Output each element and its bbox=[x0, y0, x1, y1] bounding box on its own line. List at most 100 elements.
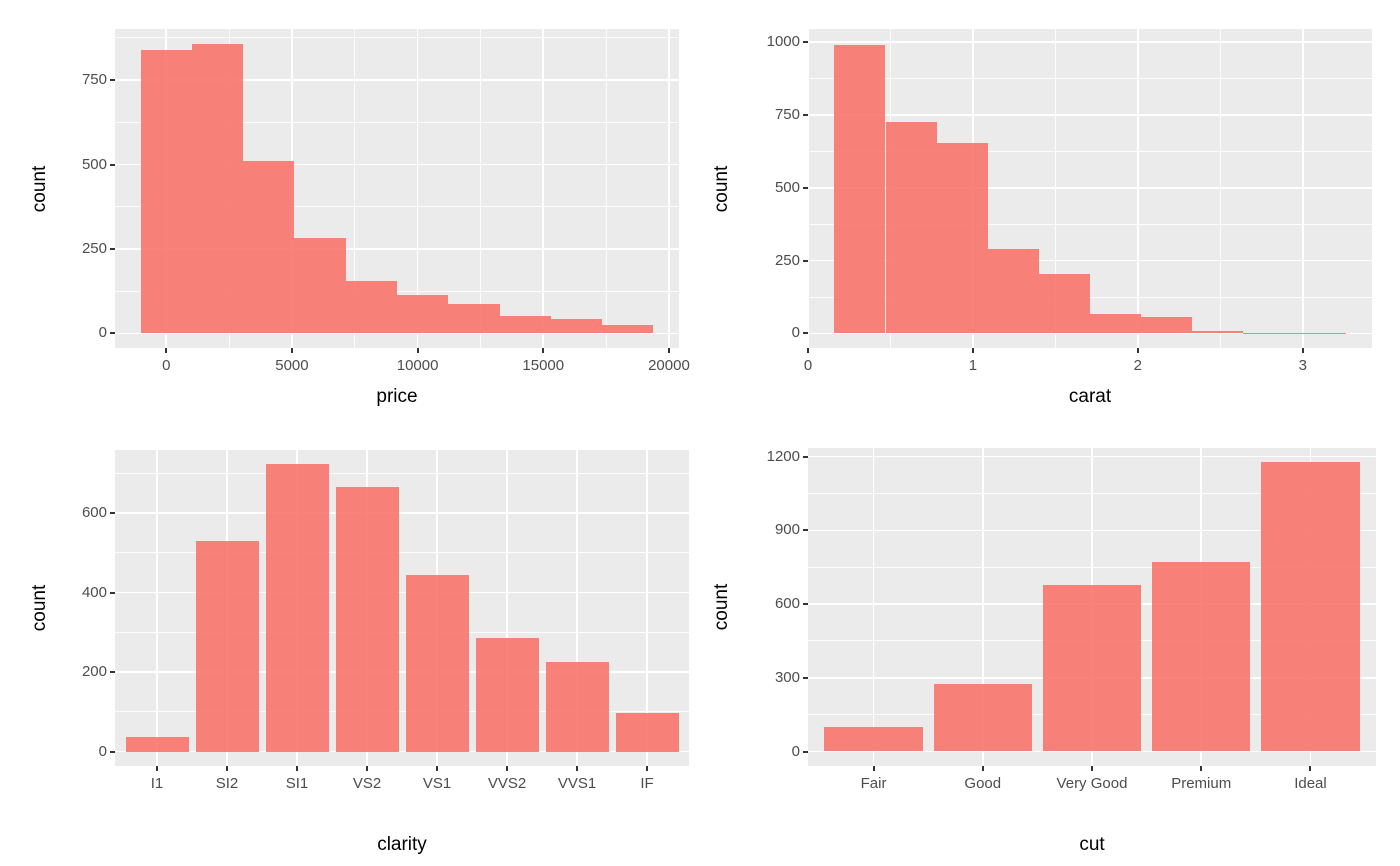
y-tick-mark bbox=[110, 163, 115, 166]
x-tick-mark bbox=[971, 348, 974, 353]
x-axis-title-cut: cut bbox=[1079, 834, 1105, 855]
panel-cut bbox=[808, 448, 1376, 766]
x-tick-label-clarity-si2: SI2 bbox=[215, 775, 239, 792]
panel-price bbox=[115, 29, 679, 348]
y-tick-label-price-0: 0 bbox=[98, 324, 107, 342]
x-tick-mark bbox=[1136, 348, 1139, 353]
x-tick-mark bbox=[542, 348, 545, 353]
y-minor-gridline bbox=[115, 711, 689, 713]
x-tick-label-cut-good: Good bbox=[964, 775, 1002, 792]
y-axis-title-carat: count bbox=[711, 165, 732, 212]
y-tick-mark bbox=[110, 247, 115, 250]
x-tick-label-price-20000: 20000 bbox=[648, 357, 690, 374]
bar-clarity-si1 bbox=[265, 464, 329, 752]
x-axis-title-price: price bbox=[376, 386, 418, 407]
y-tick-label-carat-1000: 1000 bbox=[766, 33, 800, 51]
x-tick-label-price-10000: 10000 bbox=[396, 357, 439, 374]
panel-clarity bbox=[115, 450, 689, 766]
y-tick-mark bbox=[803, 186, 808, 189]
x-tick-label-price-15000: 15000 bbox=[522, 357, 565, 374]
y-axis-title-price: count bbox=[29, 165, 50, 212]
x-major-gridline bbox=[576, 450, 578, 766]
x-tick-label-carat-3: 3 bbox=[1298, 357, 1307, 374]
x-tick-label-cut-fair: Fair bbox=[860, 775, 887, 792]
bar-carat-bin10 bbox=[1294, 332, 1346, 334]
y-tick-label-cut-900: 900 bbox=[774, 521, 800, 539]
y-tick-label-carat-0: 0 bbox=[791, 324, 800, 342]
y-axis-title-cut: count bbox=[711, 583, 732, 631]
bar-cut-ideal bbox=[1261, 462, 1360, 752]
y-minor-gridline bbox=[115, 631, 689, 633]
bar-price-bin1 bbox=[140, 49, 192, 334]
y-minor-gridline bbox=[115, 206, 679, 208]
chart-cut: 0 300 600 900 1200 Fair Good Very Good Premium Id… bbox=[700, 433, 1400, 866]
x-axis-title-carat: carat bbox=[1068, 386, 1112, 407]
y-tick-mark bbox=[803, 259, 808, 262]
chart-carat: 0 250 500 750 1000 0 1 2 3 carat count bbox=[700, 0, 1400, 433]
bar-cut-very-good bbox=[1042, 585, 1142, 752]
y-tick-label-clarity-200: 200 bbox=[81, 663, 107, 681]
y-tick-mark bbox=[803, 529, 808, 532]
y-major-gridline bbox=[808, 41, 1372, 43]
y-tick-mark bbox=[803, 41, 808, 44]
x-tick-mark bbox=[667, 348, 670, 353]
x-tick-label-clarity-vvs2: VVS2 bbox=[487, 775, 527, 792]
y-tick-label-price-250: 250 bbox=[81, 239, 107, 257]
y-tick-mark bbox=[803, 676, 808, 679]
x-tick-mark bbox=[156, 766, 158, 771]
x-tick-mark bbox=[296, 766, 298, 771]
bar-cut-good bbox=[933, 684, 1032, 752]
x-minor-gridline bbox=[479, 29, 481, 348]
x-tick-label-carat-2: 2 bbox=[1133, 357, 1142, 374]
y-tick-mark bbox=[803, 332, 808, 335]
x-major-gridline bbox=[981, 448, 984, 766]
x-minor-gridline bbox=[605, 29, 607, 348]
panel-carat bbox=[808, 29, 1372, 348]
y-major-gridline bbox=[115, 591, 689, 594]
x-tick-label-price-0: 0 bbox=[162, 357, 171, 374]
x-tick-mark bbox=[165, 348, 168, 353]
x-tick-mark bbox=[646, 766, 648, 771]
bar-carat-bin1 bbox=[834, 45, 886, 334]
y-tick-mark bbox=[110, 512, 115, 515]
x-major-gridline bbox=[668, 29, 670, 348]
bar-price-bin8 bbox=[499, 316, 551, 334]
y-minor-gridline bbox=[808, 78, 1372, 79]
y-tick-label-carat-750: 750 bbox=[774, 105, 800, 123]
x-tick-label-clarity-if: IF bbox=[640, 775, 654, 792]
x-tick-label-price-5000: 5000 bbox=[275, 357, 309, 374]
x-tick-label-cut-ideal: Ideal bbox=[1294, 775, 1327, 792]
x-major-gridline bbox=[542, 29, 545, 348]
y-tick-label-clarity-0: 0 bbox=[98, 742, 107, 760]
y-major-gridline bbox=[808, 186, 1372, 189]
y-tick-label-cut-0: 0 bbox=[791, 742, 800, 760]
x-tick-label-clarity-vvs1: VVS1 bbox=[557, 775, 597, 792]
y-tick-mark bbox=[803, 750, 808, 753]
y-tick-mark bbox=[110, 591, 115, 594]
bar-price-bin7 bbox=[448, 303, 500, 334]
bar-carat-bin4 bbox=[987, 248, 1039, 334]
x-tick-mark bbox=[981, 766, 984, 771]
bar-cut-premium bbox=[1152, 562, 1251, 752]
x-tick-mark bbox=[226, 766, 228, 771]
y-tick-label-price-500: 500 bbox=[81, 155, 107, 173]
bar-clarity-vvs2 bbox=[475, 638, 539, 752]
x-tick-label-clarity-vs2: VS2 bbox=[352, 775, 382, 792]
y-major-gridline bbox=[115, 163, 679, 166]
bar-clarity-vvs1 bbox=[545, 662, 609, 752]
x-tick-label-clarity-vs1: VS1 bbox=[422, 775, 452, 792]
bar-carat-bin3 bbox=[936, 142, 988, 334]
bar-price-bin5 bbox=[345, 281, 397, 334]
y-major-gridline bbox=[115, 750, 689, 753]
y-tick-mark bbox=[110, 332, 115, 335]
bar-price-bin6 bbox=[397, 294, 449, 334]
x-tick-mark bbox=[1200, 766, 1203, 771]
y-minor-gridline bbox=[115, 552, 689, 554]
x-tick-mark bbox=[576, 766, 578, 771]
bar-cut-fair bbox=[824, 726, 923, 752]
y-minor-gridline bbox=[808, 296, 1372, 298]
x-tick-mark bbox=[1309, 766, 1312, 771]
bar-carat-bin6 bbox=[1090, 314, 1142, 334]
y-major-gridline bbox=[115, 671, 689, 673]
